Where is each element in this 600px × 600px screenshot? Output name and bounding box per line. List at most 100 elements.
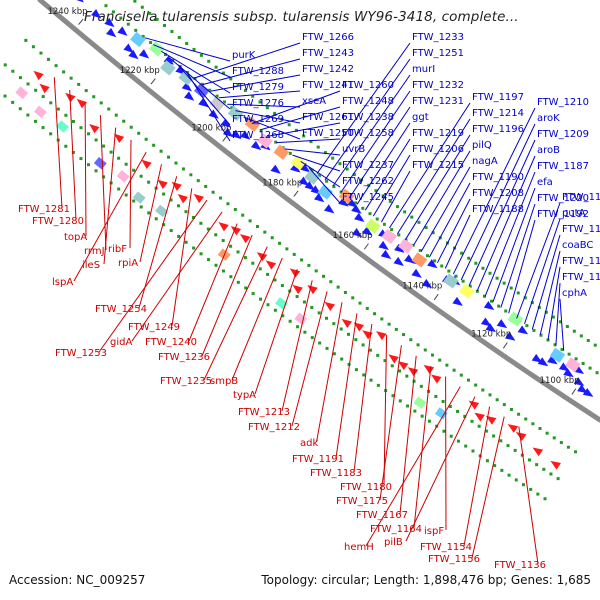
track-dot [117, 156, 121, 160]
track-dot [248, 219, 252, 223]
forward-gene-arrow [547, 355, 558, 365]
gene-label-forward: FTW_1262 [342, 176, 394, 187]
red-leader-line [203, 246, 268, 381]
blue-leader-line [356, 122, 411, 205]
track-dot [310, 336, 314, 340]
gene-label-reverse: FTW_1281 [18, 204, 70, 215]
forward-gene-arrow [290, 163, 301, 173]
gene-label-forward: FTW_1214 [472, 108, 524, 119]
red-leader-line [316, 302, 343, 443]
track-dot [266, 303, 270, 307]
forward-gene-arrow [90, 9, 102, 19]
feature-tracks [3, 0, 599, 501]
track-dot [509, 286, 513, 290]
gene-label-reverse: rpiA [118, 258, 138, 269]
gene-label-reverse: rrmJ [84, 246, 105, 257]
blue-leader-line [468, 139, 536, 286]
track-dot [490, 299, 494, 303]
track-dot [41, 126, 45, 130]
track-dot [558, 320, 562, 324]
track-dot [544, 310, 548, 314]
track-dot [481, 266, 485, 270]
track-dot [64, 144, 68, 148]
track-dot [581, 361, 585, 365]
track-dot [574, 450, 578, 454]
track-dot [229, 244, 233, 248]
gene-label-reverse: FTW_1253 [55, 348, 107, 359]
track-dot [336, 285, 340, 289]
track-dot [270, 236, 274, 240]
reverse-gene-arrow [218, 222, 229, 232]
track-dot [251, 261, 255, 265]
gene-label-forward: FTW_1279 [232, 82, 284, 93]
feature-block [338, 188, 355, 204]
track-dot [445, 363, 449, 367]
reverse-gene-arrow [324, 301, 335, 311]
track-dot [117, 187, 121, 191]
track-dot [324, 316, 328, 320]
track-dot [442, 429, 446, 433]
track-dot [241, 213, 245, 217]
forward-gene-arrow [323, 204, 335, 214]
track-dot [221, 269, 225, 273]
gene-label-forward: FTW_1261 [302, 112, 354, 123]
gene-label-reverse: FTW_1164 [370, 524, 422, 535]
red-leader-line [103, 127, 117, 265]
gene-label-forward: FTW_1170 [562, 272, 600, 283]
forward-gene-arrow [181, 81, 193, 92]
track-dot [214, 263, 218, 267]
blue-leader-line [268, 122, 341, 137]
track-dot [481, 388, 485, 392]
track-dot [243, 256, 247, 260]
track-dot [310, 305, 314, 309]
forward-gene-arrow [128, 49, 139, 60]
forward-gene-arrow [558, 362, 570, 372]
feature-block [130, 31, 146, 48]
gene-label-reverse: pilB [384, 537, 403, 548]
gene-label-forward: FTW_1238 [342, 112, 394, 123]
forward-gene-arrow [427, 259, 438, 269]
accession-text: Accession: NC_009257 [9, 573, 146, 587]
track-dot [192, 246, 196, 250]
forward-gene-arrow [138, 49, 150, 59]
track-dot [390, 228, 394, 232]
track-dot [331, 156, 335, 160]
blue-leader-line [308, 167, 341, 204]
track-dot [440, 264, 444, 268]
forward-gene-arrow [73, 0, 84, 3]
track-dot [567, 352, 571, 356]
feature-block [507, 311, 524, 327]
track-dot [26, 82, 30, 86]
track-dot [18, 76, 22, 80]
gene-label-forward: FTW_1233 [412, 32, 464, 43]
gene-label-forward: FTW_1231 [412, 96, 464, 107]
track-dot [430, 353, 434, 357]
track-dot [236, 83, 240, 87]
track-dot [39, 51, 43, 55]
gene-label-forward: FTW_1209 [537, 129, 589, 140]
scale-ticks: 1240 kbp 1220 kbp 1200 kbp 1180 kbp 1160 kbp… [47, 7, 580, 395]
reverse-gene-arrow [157, 179, 168, 189]
track-dot [49, 101, 53, 105]
track-dot [193, 76, 197, 80]
reverse-gene-arrow [193, 193, 205, 204]
gene-label-reverse: adk [300, 438, 318, 449]
gene-label-forward: xseA [302, 96, 326, 107]
track-dot [122, 119, 126, 123]
track-dot [369, 378, 373, 382]
track-dot [94, 169, 98, 173]
gene-label-forward: pilQ [472, 140, 492, 151]
track-dot [395, 205, 399, 209]
gene-label-forward: ggt [412, 112, 429, 123]
track-dot [416, 343, 420, 347]
track-dot [199, 221, 203, 225]
track-dot [535, 463, 539, 467]
forward-gene-arrow [394, 243, 405, 253]
red-leader-line [131, 211, 223, 342]
feature-block [459, 283, 475, 299]
gene-label-reverse: FTW_1154 [420, 542, 472, 553]
forward-gene-arrow [208, 109, 219, 119]
forward-gene-arrow [198, 98, 209, 108]
red-leader-line [383, 334, 388, 487]
